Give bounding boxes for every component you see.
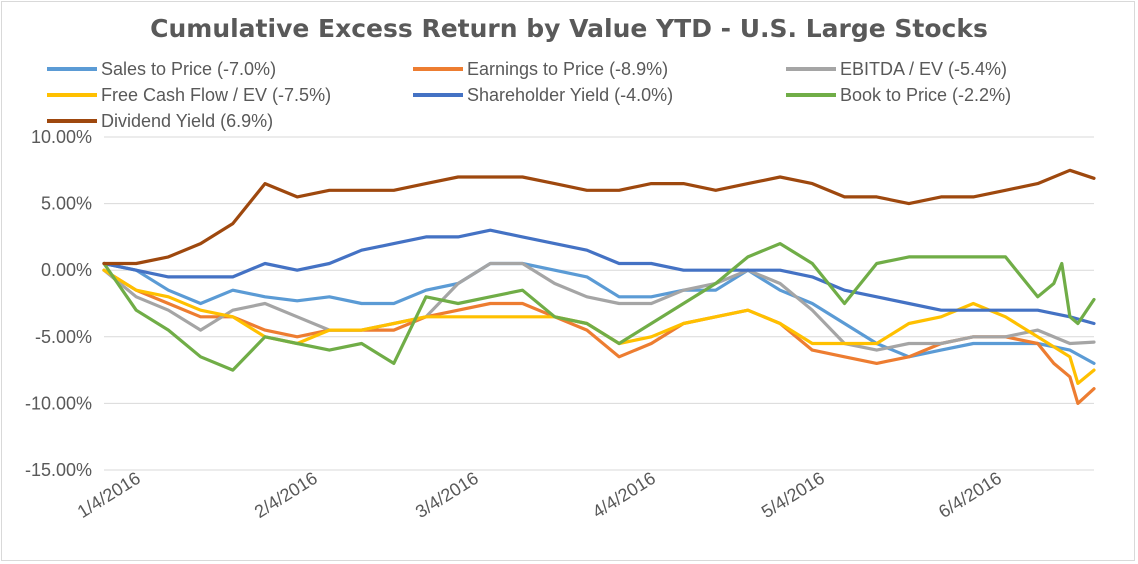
x-tick-label: 6/4/2016 xyxy=(935,468,1005,522)
x-tick-label: 3/4/2016 xyxy=(412,468,482,522)
legend-item-shareholder-yield: Shareholder Yield (-4.0%) xyxy=(413,84,673,106)
y-tick-label: -15.00% xyxy=(25,460,92,480)
legend-swatch xyxy=(413,93,463,97)
x-tick-label: 4/4/2016 xyxy=(589,468,659,522)
legend-swatch xyxy=(47,93,97,97)
legend-item-sales-to-price: Sales to Price (-7.0%) xyxy=(47,58,276,80)
legend-item-earnings-to-price: Earnings to Price (-8.9%) xyxy=(413,58,668,80)
legend-label: Earnings to Price (-8.9%) xyxy=(467,58,669,79)
legend-swatch xyxy=(786,93,836,97)
legend-item-book-to-price: Book to Price (-2.2%) xyxy=(786,84,1011,106)
legend-swatch xyxy=(786,67,836,71)
y-tick-label: 10.00% xyxy=(31,127,92,147)
series-line-5 xyxy=(102,242,1096,372)
legend-label: Sales to Price (-7.0%) xyxy=(101,58,277,79)
series-line-3 xyxy=(102,268,1096,385)
series-line-6 xyxy=(102,168,1096,266)
y-tick-label: 5.00% xyxy=(41,194,92,214)
legend-item-ebitda-ev: EBITDA / EV (-5.4%) xyxy=(786,58,1007,80)
x-tick-label: 5/4/2016 xyxy=(758,468,828,522)
legend-swatch xyxy=(47,119,97,123)
legend-label: EBITDA / EV (-5.4%) xyxy=(840,58,1008,79)
series-line-2 xyxy=(102,261,1096,352)
legend-swatch xyxy=(413,67,463,71)
legend-label: Book to Price (-2.2%) xyxy=(840,84,1012,105)
legend-item-dividend-yield: Dividend Yield (6.9%) xyxy=(47,110,273,132)
legend-label: Free Cash Flow / EV (-7.5%) xyxy=(101,84,332,105)
series-line-0 xyxy=(102,261,1096,365)
y-tick-label: 0.00% xyxy=(41,260,92,280)
x-tick-label: 2/4/2016 xyxy=(251,468,321,522)
y-tick-label: -10.00% xyxy=(25,393,92,413)
legend-label: Shareholder Yield (-4.0%) xyxy=(467,84,674,105)
series-line-4 xyxy=(102,228,1096,326)
y-tick-label: -5.00% xyxy=(35,327,92,347)
chart-title: Cumulative Excess Return by Value YTD - … xyxy=(150,14,988,43)
legend-swatch xyxy=(47,67,97,71)
legend-label: Dividend Yield (6.9%) xyxy=(101,110,274,131)
legend-item-free-cash-flow-ev: Free Cash Flow / EV (-7.5%) xyxy=(47,84,331,106)
